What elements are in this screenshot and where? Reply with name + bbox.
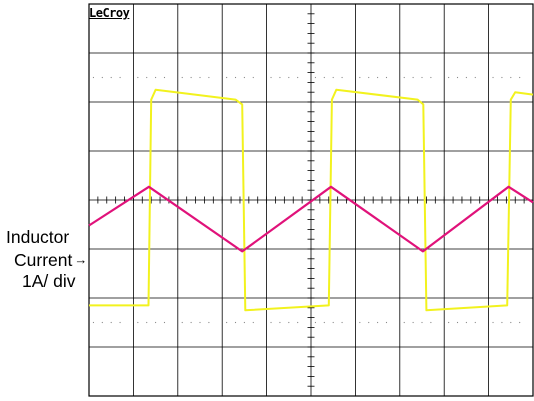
grid-dot (323, 76, 325, 79)
grid-dot (456, 321, 459, 324)
annotation-scale: 1A/ div (22, 271, 76, 291)
grid-dot (270, 321, 272, 324)
grid-dot (199, 76, 201, 79)
grid-dot (146, 76, 148, 79)
grid-dot (208, 76, 210, 79)
traces (88, 88, 534, 312)
grid-dot (403, 76, 405, 79)
grid-dot (252, 76, 254, 79)
grid-dot (412, 76, 414, 79)
grid-dot (226, 76, 228, 79)
grid-dot (101, 321, 103, 324)
grid-dot (270, 76, 272, 79)
grid-dot (163, 321, 166, 324)
grid-dot (519, 321, 521, 324)
grid-dot (359, 76, 361, 79)
grid-dot (119, 76, 121, 79)
brand-logo: LeCroy (89, 6, 130, 20)
grid-dot (137, 321, 139, 324)
grid-dot (359, 321, 361, 324)
grid-dot (474, 76, 476, 79)
grid-dot (377, 76, 379, 79)
grid-dot (199, 321, 201, 324)
arrow-right-icon: → (74, 252, 88, 267)
grid-dot (181, 321, 183, 324)
grid-dot (492, 76, 494, 79)
grid-dot (190, 321, 192, 324)
grid-dot (92, 76, 95, 79)
grid-dot (412, 321, 414, 324)
grid-dot (519, 76, 521, 79)
grid-dot (377, 321, 379, 324)
grid-dot (323, 321, 325, 324)
annotation-line-2: Current → (14, 249, 87, 271)
grid-dot (403, 321, 405, 324)
grid-dot (430, 76, 432, 79)
grid-dot (190, 76, 192, 79)
grid-dot (163, 76, 166, 79)
grid-dot (448, 76, 450, 79)
grid-dot (208, 321, 210, 324)
grid-dot (501, 76, 503, 79)
grid-dot (465, 76, 467, 79)
grid-dot (252, 321, 254, 324)
grid-dot (465, 321, 467, 324)
grid-dot (332, 76, 334, 79)
grid-dot (288, 76, 290, 79)
grid-dot (385, 76, 388, 79)
grid-dot (341, 76, 343, 79)
grid-dot (110, 76, 112, 79)
grid-dot (146, 321, 148, 324)
grid-dot (155, 76, 157, 79)
grid-dot (297, 321, 299, 324)
grid-dot (137, 76, 139, 79)
grid-dot (181, 76, 183, 79)
annotation-line-1: Inductor (6, 227, 70, 247)
grid-dot (474, 321, 476, 324)
grid-dot (288, 321, 290, 324)
grid-dot (119, 321, 121, 324)
grid-dot (314, 321, 317, 324)
grid-dot (510, 321, 512, 324)
grid-dot (101, 76, 103, 79)
grid-dot (385, 321, 388, 324)
grid-dot (279, 76, 281, 79)
grid-dot (368, 76, 370, 79)
grid-dot (243, 321, 245, 324)
grid-dot (332, 321, 334, 324)
inductor-current-trace (88, 185, 534, 253)
grid-dot (456, 76, 459, 79)
grid-dot (510, 76, 512, 79)
annotation-current-label: Current (14, 250, 73, 270)
grid-dot (448, 321, 450, 324)
grid-dot (501, 321, 503, 324)
grid-dot (421, 76, 423, 79)
grid-dot (421, 321, 423, 324)
grid-dot (430, 321, 432, 324)
grid-dot (279, 321, 281, 324)
grid-dot (92, 321, 95, 324)
grid-dot (234, 321, 237, 324)
grid-dot (243, 76, 245, 79)
grid-dot (368, 321, 370, 324)
grid-dot (155, 321, 157, 324)
grid-dot (297, 76, 299, 79)
grid-dot (314, 76, 317, 79)
grid-dot (341, 321, 343, 324)
grid-dot (110, 321, 112, 324)
switch-trace (89, 88, 534, 312)
grid-dot (234, 76, 237, 79)
grid-dot (492, 321, 494, 324)
grid-dot (226, 321, 228, 324)
